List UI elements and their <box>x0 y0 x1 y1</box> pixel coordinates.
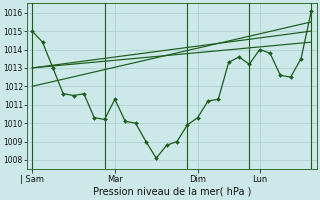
X-axis label: Pression niveau de la mer( hPa ): Pression niveau de la mer( hPa ) <box>92 187 251 197</box>
